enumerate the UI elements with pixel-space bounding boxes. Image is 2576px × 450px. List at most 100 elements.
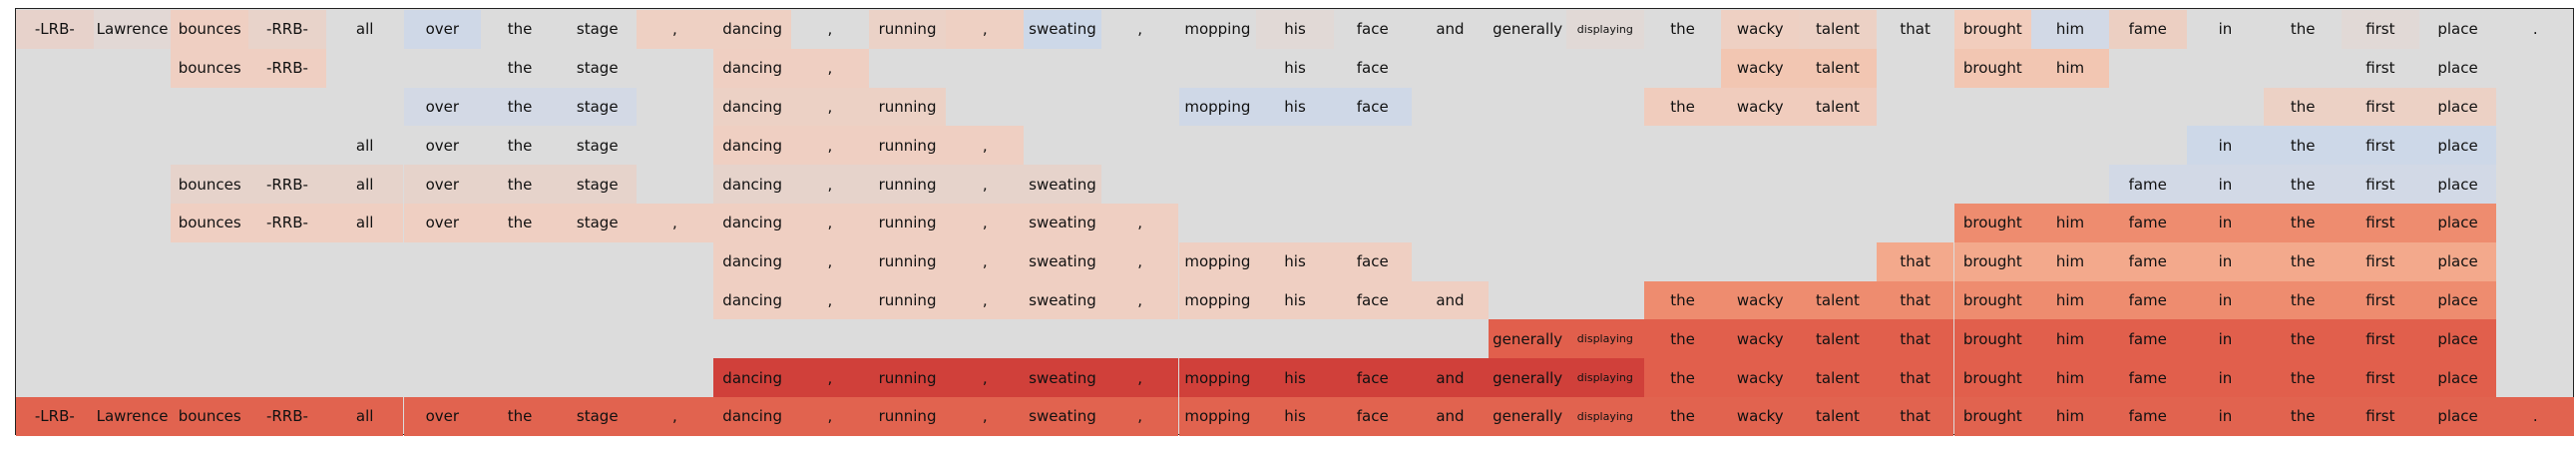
token-cell: that [1876,358,1954,397]
token-cell: , [791,204,869,242]
token-cell: all [325,204,404,242]
token-cell: dancing [713,87,791,127]
token-cell: the [2264,126,2342,166]
token-cell: his [1256,397,1334,436]
token-cell: him [2031,397,2109,436]
token-cell: stage [558,87,637,127]
token-attribution-grid: -LRB- Lawrence bounces -RRB-all over the stage… [15,8,2575,436]
token-cell: mopping [1178,397,1257,436]
token-cell: the [2264,280,2342,320]
token-cell: running [868,204,947,242]
token-cell: first [2342,204,2419,242]
token-cell: -RRB- [248,10,326,49]
token-cell: the [507,59,533,78]
token-cell: the [507,136,533,155]
token-cell: bounces [171,165,249,204]
token-cell: that [1876,241,1954,281]
token-cell: stage [576,136,619,155]
token-cell: first [2342,397,2419,436]
token-cell: bounces [171,48,249,88]
token-cell: dancing [713,241,791,281]
token-cell: talent [1799,280,1877,320]
token-cell: first [2342,10,2419,49]
token-cell: stage [558,204,637,242]
token-cell: stage [576,59,619,78]
token-cell: wacky [1721,10,1800,49]
token-cell: displaying [1566,397,1644,436]
token-cell: , [1100,204,1179,242]
token-cell: fame [2108,165,2187,204]
token-cell: brought [1953,319,2032,359]
token-cell: , [791,397,869,436]
token-cell: sweating [1024,397,1101,436]
token-cell: place [2418,397,2497,436]
token-cell: mopping [1178,358,1257,397]
token-cell: in [2186,319,2265,359]
token-cell: the [1643,319,1722,359]
token-cell: mopping [1178,241,1257,281]
token-cell: his [1256,241,1334,281]
token-cell: place [2418,126,2497,166]
token-cell: first [2342,126,2419,166]
token-cell: generally [1489,358,1566,397]
token-cell: the [2264,397,2342,436]
token-cell: in [2218,20,2233,39]
token-cell: -RRB- [248,48,326,88]
token-cell: and [1411,280,1490,320]
token-cell: Lawrence [93,10,172,49]
token-cell: first [2342,280,2419,320]
token-cell: place [2418,87,2497,127]
token-cell: him [2031,319,2109,359]
token-cell: the [2264,319,2342,359]
token-cell: Lawrence [93,397,172,436]
token-cell: bounces [171,204,249,242]
token-cell: face [1333,87,1412,127]
token-cell: brought [1953,397,2032,436]
token-cell: generally [1493,20,1563,39]
token-cell: the [1643,397,1722,436]
token-cell: displaying [1566,358,1644,397]
token-cell: mopping [1184,20,1251,39]
token-cell: wacky [1721,48,1800,88]
token-cell: all [325,397,404,436]
token-cell: running [868,358,947,397]
token-cell: first [2365,59,2395,78]
token-cell: brought [1953,358,2032,397]
token-cell: over [425,136,460,155]
token-cell: -RRB- [248,397,326,436]
token-cell: first [2342,165,2419,204]
token-cell: , [636,204,714,242]
token-cell: place [2437,59,2478,78]
token-cell: generally [1489,319,1566,359]
token-cell: in [2186,241,2265,281]
token-cell: the [2290,20,2316,39]
token-cell: running [868,10,947,49]
token-cell: , [791,241,869,281]
token-cell: him [2031,204,2109,242]
token-cell: , [946,241,1025,281]
token-cell: , [946,10,1025,49]
token-cell: displaying [1566,319,1644,359]
token-cell: his [1256,358,1334,397]
token-cell: brought [1953,280,2032,320]
token-cell: in [2186,397,2265,436]
token-cell: , [791,87,869,127]
token-cell: , [791,358,869,397]
token-cell: , [946,280,1025,320]
token-cell: displaying [1566,10,1644,49]
token-cell: brought [1953,241,2032,281]
token-cell: the [2264,87,2342,127]
token-cell: place [2418,165,2497,204]
token-cell: , [791,48,869,88]
token-cell: all [355,20,374,39]
token-cell: in [2186,358,2265,397]
token-cell: face [1356,20,1389,39]
token-cell: that [1900,20,1931,39]
token-cell: wacky [1721,280,1800,320]
token-cell: talent [1799,319,1877,359]
token-cell: face [1333,358,1412,397]
token-cell: wacky [1721,87,1800,127]
token-cell: that [1876,319,1954,359]
token-cell: first [2342,358,2419,397]
token-cell: brought [1953,48,2032,88]
